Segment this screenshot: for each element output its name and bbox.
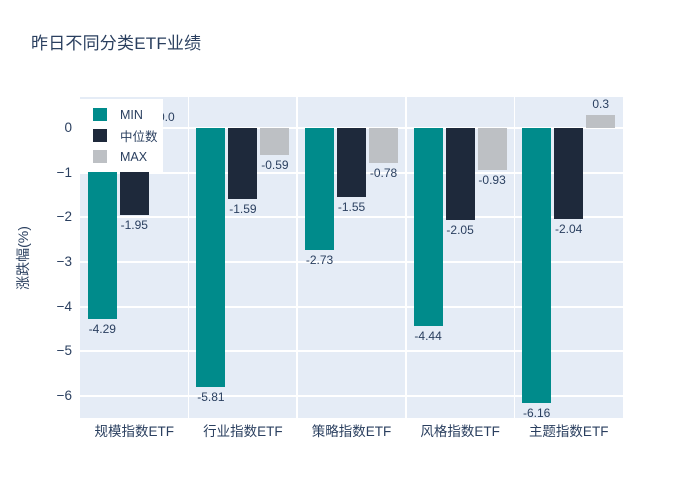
legend: MIN 中位数 MAX	[78, 99, 163, 172]
legend-item-中位数[interactable]: 中位数	[93, 125, 163, 146]
gridline-vertical	[405, 97, 407, 418]
legend-item-max[interactable]: MAX	[93, 146, 163, 167]
y-tick-label: −3	[56, 253, 72, 269]
bar-value-label: -0.59	[261, 157, 289, 172]
bar-value-label: -2.05	[446, 222, 474, 237]
bar-中位数	[228, 128, 258, 200]
gridline-vertical	[513, 97, 516, 418]
bar-min	[522, 128, 552, 403]
gridline-horizontal	[80, 216, 623, 219]
gridline-vertical	[187, 97, 190, 418]
gridline-horizontal	[80, 305, 623, 308]
bar-value-label: -2.73	[305, 252, 334, 267]
bar-min	[413, 128, 443, 327]
bar-value-label: -0.93	[478, 172, 506, 187]
gridline-horizontal	[80, 260, 623, 263]
legend-item-min[interactable]: MIN	[93, 104, 163, 125]
gridline-horizontal	[80, 394, 623, 397]
x-tick-label: 行业指数ETF	[203, 424, 283, 439]
x-tick-label: 风格指数ETF	[420, 424, 500, 439]
bar-max	[586, 114, 616, 129]
bar-value-label: -1.55	[337, 200, 366, 215]
chart-title: 昨日不同分类ETF业绩	[31, 34, 202, 53]
bar-max	[369, 128, 398, 163]
legend-label: MIN	[120, 107, 143, 122]
y-tick-label: 0	[64, 120, 72, 136]
legend-swatch-icon	[93, 129, 107, 142]
x-tick-label: 规模指数ETF	[94, 424, 175, 439]
bar-min	[196, 128, 226, 388]
bar-中位数	[554, 128, 584, 220]
x-tick-label: 主题指数ETF	[528, 424, 609, 439]
bar-value-label: -5.81	[197, 390, 225, 405]
y-tick-label: −6	[56, 387, 72, 403]
bar-value-label: -1.95	[120, 218, 148, 233]
bar-中位数	[337, 128, 366, 198]
bar-value-label: -2.04	[555, 222, 583, 237]
bar-max	[260, 128, 290, 155]
bar-value-label: -4.29	[88, 322, 116, 337]
x-tick-label: 策略指数ETF	[311, 424, 392, 439]
bar-value-label: -6.16	[523, 405, 551, 420]
bar-value-label: 0.3	[592, 96, 610, 111]
bar-value-label: -0.78	[369, 165, 398, 180]
gridline-horizontal	[80, 350, 623, 353]
bar-value-label: -1.59	[229, 202, 257, 217]
gridline-vertical	[296, 97, 298, 418]
y-tick-label: −2	[56, 209, 72, 225]
bar-中位数	[445, 128, 475, 220]
legend-label: MAX	[120, 149, 148, 164]
y-tick-label: −1	[56, 164, 72, 180]
bar-min	[305, 128, 334, 250]
y-tick-label: −5	[56, 343, 72, 359]
legend-swatch-icon	[93, 108, 107, 121]
bar-value-label: -4.44	[414, 329, 442, 344]
bar-max	[477, 128, 507, 170]
legend-swatch-icon	[93, 150, 107, 163]
y-tick-label: −4	[56, 298, 72, 314]
legend-label: 中位数	[120, 130, 158, 144]
